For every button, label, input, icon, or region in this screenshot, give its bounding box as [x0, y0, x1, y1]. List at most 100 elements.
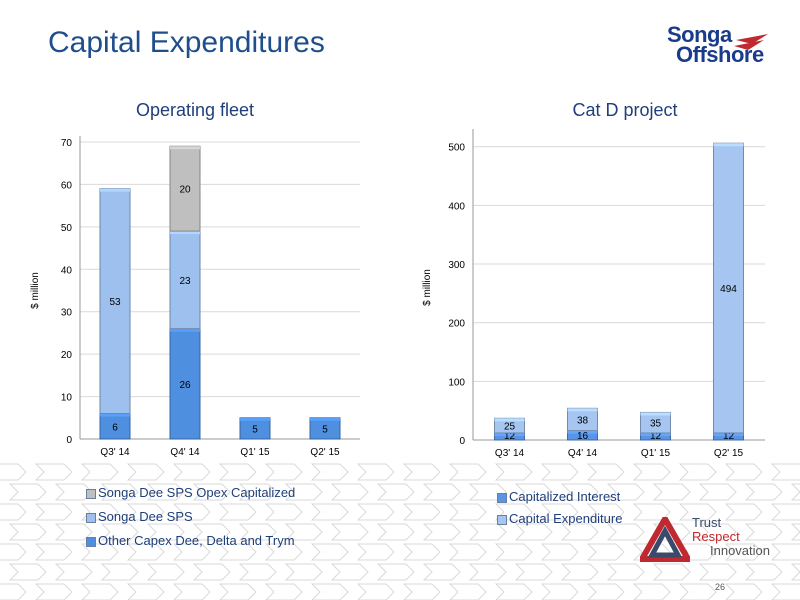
legend-swatch-other — [86, 537, 96, 547]
company-logo: Songa Offshore — [640, 22, 770, 72]
background-chevron — [514, 563, 553, 581]
bar-segment — [713, 142, 744, 434]
background-chevron — [126, 503, 165, 521]
background-chevron — [264, 583, 303, 600]
background-chevron — [632, 583, 671, 600]
background-chevron — [218, 463, 257, 481]
background-chevron — [284, 483, 323, 501]
page-title: Capital Expenditures — [48, 26, 325, 59]
background-chevron — [238, 563, 277, 581]
background-chevron — [34, 583, 73, 600]
background-chevron — [586, 543, 625, 561]
background-chevron — [770, 463, 800, 481]
background-chevron — [422, 523, 461, 541]
x-tick-label: Q1' 15 — [240, 447, 270, 458]
background-chevron — [218, 543, 257, 561]
background-chevron — [678, 543, 717, 561]
x-tick-label: Q2' 15 — [714, 448, 744, 459]
y-tick-label: 30 — [61, 308, 73, 319]
background-chevron — [698, 563, 737, 581]
background-chevron — [100, 563, 139, 581]
background-chevron — [744, 523, 783, 541]
bar-segment-highlight — [170, 328, 200, 332]
data-label: 20 — [179, 185, 191, 196]
bar-segment — [169, 328, 201, 440]
bar-segment — [99, 413, 131, 440]
legend-swatch-capex — [497, 515, 507, 525]
background-chevron — [724, 543, 763, 561]
background-chevron — [494, 463, 533, 481]
legend-label: Songa Dee SPS — [98, 509, 193, 524]
bar-segment-highlight — [640, 412, 671, 416]
data-label: 23 — [179, 276, 191, 287]
y-tick-label: 0 — [459, 436, 465, 447]
background-chevron — [770, 583, 800, 600]
background-chevron — [514, 483, 553, 501]
background-chevron — [376, 523, 415, 541]
background-chevron — [770, 543, 800, 561]
y-tick-label: 0 — [66, 435, 72, 446]
legend-item-songa-dee-sps: Songa Dee SPS — [86, 505, 295, 529]
background-chevron — [514, 523, 553, 541]
background-chevron — [540, 463, 579, 481]
logo-text-line2: Offshore — [676, 42, 764, 67]
background-chevron — [770, 503, 800, 521]
legend-item-other-capex: Other Capex Dee, Delta and Trym — [86, 529, 295, 553]
logo-text-line1: Songa — [667, 22, 732, 47]
background-chevron — [146, 563, 185, 581]
background-chevron — [54, 523, 93, 541]
bar-segment-highlight — [494, 432, 525, 436]
background-chevron — [448, 463, 487, 481]
background-chevron — [126, 543, 165, 561]
background-chevron — [422, 563, 461, 581]
background-chevron — [540, 543, 579, 561]
background-chevron — [192, 483, 231, 501]
background-chevron — [494, 543, 533, 561]
background-chevron — [402, 463, 441, 481]
y-tick-label: 50 — [61, 223, 73, 234]
bar-segment-highlight — [100, 188, 130, 192]
background-chevron — [402, 503, 441, 521]
background-chevron — [80, 543, 119, 561]
bar-segment-highlight — [640, 432, 671, 436]
bar-segment-highlight — [170, 146, 200, 150]
operating-fleet-legend: Songa Dee SPS Opex Capitalized Songa Dee… — [86, 481, 295, 553]
data-label: 5 — [322, 424, 328, 435]
background-chevron — [376, 563, 415, 581]
background-chevron — [606, 563, 645, 581]
background-chevron — [310, 503, 349, 521]
background-chevron — [698, 523, 737, 541]
legend-swatch-interest — [497, 493, 507, 503]
background-chevron — [678, 583, 717, 600]
background-chevron — [34, 543, 73, 561]
x-tick-label: Q3' 14 — [495, 448, 525, 459]
background-chevron — [586, 583, 625, 600]
y-tick-label: 20 — [61, 350, 73, 361]
background-chevron — [586, 463, 625, 481]
background-chevron — [678, 463, 717, 481]
background-chevron — [0, 583, 27, 600]
background-chevron — [8, 483, 47, 501]
background-chevron — [448, 503, 487, 521]
background-chevron — [0, 543, 27, 561]
x-tick-label: Q1' 15 — [641, 448, 671, 459]
background-chevron — [80, 503, 119, 521]
background-chevron — [80, 583, 119, 600]
background-chevron — [126, 463, 165, 481]
page-number: 26 — [715, 582, 726, 592]
y-tick-label: 70 — [61, 138, 73, 149]
y-axis-label: $ million — [30, 272, 41, 309]
background-chevron — [264, 463, 303, 481]
background-chevron — [402, 583, 441, 600]
data-label: 35 — [650, 419, 662, 430]
bar-segment-highlight — [100, 413, 130, 417]
background-chevron — [540, 503, 579, 521]
legend-swatch-sps — [86, 513, 96, 523]
bar-segment-highlight — [240, 417, 270, 421]
background-chevron — [744, 483, 783, 501]
data-label: 26 — [179, 380, 191, 391]
background-chevron — [218, 583, 257, 600]
background-chevron — [80, 463, 119, 481]
background-chevron — [264, 543, 303, 561]
y-tick-label: 300 — [448, 260, 465, 271]
